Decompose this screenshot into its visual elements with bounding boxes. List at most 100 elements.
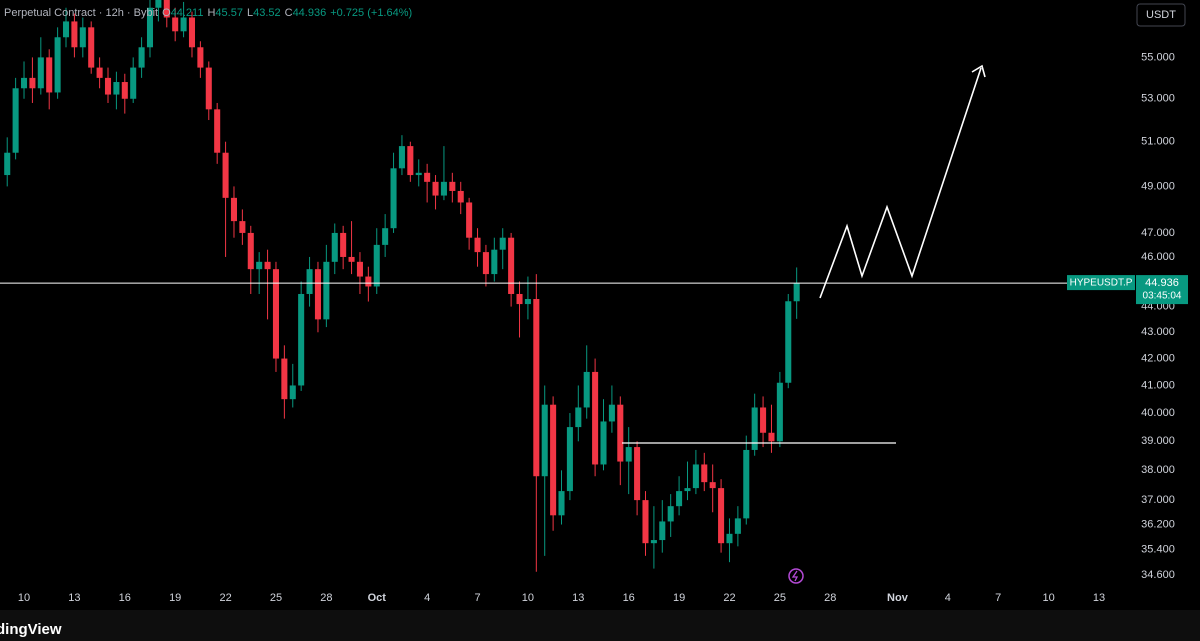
candle-body: [424, 172, 431, 182]
candle-body: [482, 252, 489, 275]
candle-body: [600, 421, 607, 465]
y-tick-label: 40.000: [1141, 407, 1175, 419]
candle-body: [760, 407, 767, 433]
y-tick-label: 51.000: [1141, 136, 1175, 148]
candle-body: [776, 382, 783, 442]
axes: 34.600 35.400 36.200 37.000 38.000 39.000 40.0…: [0, 51, 1188, 604]
y-tick-label: 46.000: [1141, 251, 1175, 263]
candle-body: [617, 404, 624, 462]
currency-box[interactable]: [1136, 3, 1186, 27]
x-tick-label: 28: [320, 592, 332, 604]
candle-body: [650, 540, 657, 544]
event-icon[interactable]: [788, 568, 804, 584]
candle-body: [533, 299, 540, 477]
header-change: +0.725 (+1.64%): [330, 7, 412, 19]
candle-body: [440, 181, 447, 196]
candle-body: [298, 293, 305, 386]
candle-body: [256, 261, 263, 270]
candle-body: [222, 152, 229, 198]
y-tick-label: 35.400: [1141, 543, 1175, 555]
ohlc-label: C: [285, 7, 293, 19]
candle-body: [239, 221, 246, 233]
candle-body: [88, 27, 95, 68]
ohlc-value: 43.52: [253, 7, 281, 19]
candle-body: [592, 371, 599, 465]
ohlc-label: H: [207, 7, 215, 19]
candle-body: [180, 17, 187, 32]
y-tick-label: 41.000: [1141, 379, 1175, 391]
x-tick-label: Oct: [368, 592, 387, 604]
ohlc-value: 44.936: [293, 7, 327, 19]
candle-body: [12, 88, 19, 153]
candle-body: [121, 82, 128, 99]
x-tick-label: 13: [1093, 592, 1105, 604]
candle-body: [382, 228, 389, 245]
candle-body: [608, 404, 615, 422]
x-tick-label: 19: [169, 592, 181, 604]
candle-body: [79, 27, 86, 48]
candle-body: [348, 256, 355, 262]
candle-body: [491, 249, 498, 275]
ohlc-value: 44.211: [171, 7, 204, 19]
candle-body: [634, 447, 641, 501]
event-icon-bolt: [791, 570, 799, 582]
y-tick-label: 49.000: [1141, 180, 1175, 192]
x-tick-label: Nov: [887, 592, 909, 604]
candle-body: [130, 67, 137, 99]
candle-body: [340, 232, 347, 257]
drawn-arrowhead: [971, 64, 986, 78]
y-tick-label: 34.600: [1141, 569, 1175, 581]
candle-body: [432, 181, 439, 196]
candle-body: [281, 358, 288, 400]
candles: [4, 0, 800, 572]
x-tick-label: 22: [219, 592, 231, 604]
candle-body: [718, 488, 725, 544]
candle-body: [331, 232, 338, 262]
last-price-label: 44.936: [1145, 277, 1179, 289]
candle-body: [54, 37, 61, 93]
candle-body: [104, 77, 112, 95]
header-info: Perpetual Contract · 12h · Bybit O44.211 H…: [4, 7, 412, 19]
last-price-box: [1136, 275, 1188, 305]
symbol-label: HYPEUSDT.P: [1070, 278, 1133, 289]
candle-body: [415, 172, 422, 176]
candle-body: [466, 202, 473, 238]
y-tick-label: 37.000: [1141, 494, 1175, 506]
x-tick-label: 13: [68, 592, 80, 604]
y-tick-label: 36.200: [1141, 518, 1175, 530]
candle-body: [4, 152, 11, 176]
drawn-path: [819, 67, 982, 299]
candle-body: [575, 407, 582, 428]
candle-body: [407, 146, 414, 176]
candle-body: [474, 237, 481, 253]
candle-body: [46, 57, 53, 93]
candle-body: [743, 449, 750, 519]
x-tick-label: 25: [774, 592, 786, 604]
candle-body: [550, 404, 557, 516]
footer: [0, 610, 1200, 641]
candle-body: [524, 299, 531, 305]
x-tick-label: 16: [119, 592, 131, 604]
x-tick-label: 4: [945, 592, 951, 604]
candle-body: [197, 47, 204, 68]
candle-body: [516, 293, 523, 305]
candle-body: [306, 269, 313, 294]
candle-body: [314, 269, 321, 320]
candle-body: [768, 432, 775, 442]
y-tick-label: 39.000: [1141, 435, 1175, 447]
y-tick-label: 42.000: [1141, 352, 1175, 364]
candle-body: [785, 301, 792, 383]
x-tick-label: 25: [270, 592, 282, 604]
candle-body: [365, 276, 372, 287]
y-tick-label: 43.000: [1141, 326, 1175, 338]
x-tick-label: 19: [673, 592, 685, 604]
candle-body: [71, 21, 78, 48]
candle-body: [323, 261, 330, 320]
x-tick-label: 10: [18, 592, 30, 604]
candle-body: [155, 0, 162, 8]
candle-body: [163, 0, 170, 18]
x-tick-label: 16: [623, 592, 635, 604]
candle-body: [289, 385, 296, 400]
candle-body: [390, 168, 397, 229]
